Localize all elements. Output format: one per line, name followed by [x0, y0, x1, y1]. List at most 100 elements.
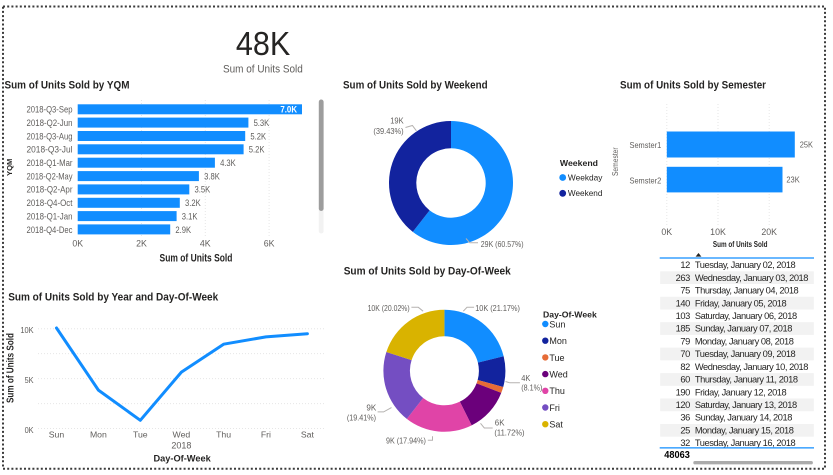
svg-text:Sum of Units Sold: Sum of Units Sold: [713, 240, 768, 249]
svg-text:2018-Q2-May: 2018-Q2-May: [27, 171, 74, 181]
svg-text:Tuesday, January 09, 2018: Tuesday, January 09, 2018: [695, 349, 796, 359]
svg-text:3.8K: 3.8K: [204, 171, 220, 181]
svg-text:0K: 0K: [72, 239, 83, 249]
svg-text:Weekend: Weekend: [568, 188, 603, 198]
svg-text:Wednesday, January 03, 2018: Wednesday, January 03, 2018: [695, 273, 808, 283]
svg-text:120: 120: [676, 400, 690, 410]
svg-text:Semster2: Semster2: [630, 175, 662, 185]
svg-text:70: 70: [680, 349, 690, 359]
svg-text:Weekend: Weekend: [560, 159, 598, 168]
svg-text:12: 12: [680, 260, 690, 270]
svg-text:Fri: Fri: [261, 429, 271, 439]
svg-text:Sum of Units Sold by Day-Of-We: Sum of Units Sold by Day-Of-Week: [344, 266, 512, 278]
svg-text:4K: 4K: [200, 239, 211, 249]
svg-text:Fri: Fri: [549, 403, 560, 413]
svg-text:10K: 10K: [20, 325, 33, 335]
svg-text:Wednesday, January 10, 2018: Wednesday, January 10, 2018: [695, 362, 808, 372]
svg-text:5.2K: 5.2K: [249, 145, 265, 155]
svg-text:2018-Q3-Aug: 2018-Q3-Aug: [27, 131, 73, 141]
svg-text:Sunday, January 07, 2018: Sunday, January 07, 2018: [695, 324, 792, 334]
svg-text:(39.43%): (39.43%): [373, 126, 403, 136]
svg-text:Wed: Wed: [549, 370, 567, 380]
svg-text:(19.41%): (19.41%): [347, 413, 376, 423]
svg-text:6K: 6K: [495, 418, 505, 428]
svg-text:Sum of Units Sold: Sum of Units Sold: [223, 64, 303, 76]
svg-text:185: 185: [676, 324, 690, 334]
svg-text:(8.1%): (8.1%): [521, 383, 542, 393]
svg-text:Sum of Units Sold: Sum of Units Sold: [160, 252, 233, 264]
svg-text:48K: 48K: [236, 25, 290, 62]
svg-text:4.3K: 4.3K: [220, 158, 236, 168]
svg-text:Mon: Mon: [549, 336, 567, 346]
svg-text:0K: 0K: [25, 425, 34, 435]
svg-text:(11.72%): (11.72%): [494, 428, 524, 438]
svg-text:Day-Of-Week: Day-Of-Week: [543, 310, 597, 319]
svg-text:10K (21.17%): 10K (21.17%): [475, 303, 520, 313]
svg-text:Thu: Thu: [216, 429, 231, 439]
svg-text:Sum of Units Sold by YQM: Sum of Units Sold by YQM: [5, 80, 130, 92]
svg-text:2018-Q2-Apr: 2018-Q2-Apr: [27, 185, 73, 195]
svg-text:Sum of Units Sold by Weekend: Sum of Units Sold by Weekend: [343, 80, 488, 92]
svg-text:Semster1: Semster1: [630, 140, 662, 150]
svg-text:Friday, January 12, 2018: Friday, January 12, 2018: [695, 387, 787, 397]
svg-text:2018-Q2-Jun: 2018-Q2-Jun: [27, 118, 73, 128]
svg-text:7.0K: 7.0K: [280, 105, 297, 115]
svg-text:4K: 4K: [521, 373, 531, 383]
svg-text:75: 75: [680, 286, 690, 296]
svg-text:10K (20.02%): 10K (20.02%): [368, 303, 410, 313]
svg-text:Day-Of-Week: Day-Of-Week: [153, 453, 211, 464]
svg-text:Tuesday, January 16, 2018: Tuesday, January 16, 2018: [695, 438, 796, 448]
svg-text:Semester: Semester: [611, 147, 620, 176]
svg-text:2018-Q4-Oct: 2018-Q4-Oct: [27, 198, 73, 208]
svg-text:79: 79: [680, 336, 690, 346]
svg-text:82: 82: [680, 362, 690, 372]
svg-text:Sun: Sun: [49, 429, 65, 439]
svg-text:Wed: Wed: [173, 429, 191, 439]
svg-text:3.5K: 3.5K: [195, 185, 211, 195]
svg-text:36: 36: [680, 413, 690, 423]
svg-text:10K: 10K: [710, 227, 726, 237]
svg-text:Thu: Thu: [549, 386, 565, 396]
svg-text:103: 103: [676, 311, 690, 321]
svg-text:23K: 23K: [786, 175, 800, 185]
svg-text:Monday, January 08, 2018: Monday, January 08, 2018: [695, 336, 794, 346]
svg-text:3.2K: 3.2K: [185, 198, 201, 208]
svg-text:Sum of Units Sold: Sum of Units Sold: [6, 333, 17, 403]
svg-text:2018: 2018: [171, 441, 191, 451]
svg-text:Mon: Mon: [90, 429, 107, 439]
svg-text:20K: 20K: [761, 227, 777, 237]
svg-text:5K: 5K: [25, 375, 34, 385]
svg-text:9K: 9K: [366, 403, 376, 413]
svg-text:2018-Q1-Jan: 2018-Q1-Jan: [27, 211, 73, 221]
svg-text:25K: 25K: [800, 139, 814, 149]
svg-text:Sum of Units Sold by Year and: Sum of Units Sold by Year and Day-Of-Wee…: [8, 291, 219, 303]
svg-text:29K (60.57%): 29K (60.57%): [481, 239, 524, 249]
svg-text:Thursday, January 04, 2018: Thursday, January 04, 2018: [695, 286, 799, 296]
svg-text:Tue: Tue: [133, 429, 148, 439]
svg-text:Tue: Tue: [549, 353, 564, 363]
svg-text:3.1K: 3.1K: [182, 211, 198, 221]
svg-text:Monday, January 15, 2018: Monday, January 15, 2018: [695, 425, 794, 435]
svg-text:25: 25: [680, 425, 690, 435]
svg-text:263: 263: [676, 273, 690, 283]
svg-text:Sat: Sat: [301, 429, 315, 439]
svg-text:2018-Q4-Dec: 2018-Q4-Dec: [27, 225, 74, 235]
svg-text:0K: 0K: [661, 227, 672, 237]
svg-text:Saturday, January 13, 2018: Saturday, January 13, 2018: [695, 400, 797, 410]
svg-text:5.2K: 5.2K: [250, 131, 266, 141]
svg-text:Sum of Units Sold by Semester: Sum of Units Sold by Semester: [620, 80, 767, 92]
svg-text:Sunday, January 14, 2018: Sunday, January 14, 2018: [695, 413, 792, 423]
svg-text:19K: 19K: [390, 116, 404, 126]
svg-text:60: 60: [680, 375, 690, 385]
svg-text:2.9K: 2.9K: [175, 225, 191, 235]
svg-text:140: 140: [676, 298, 690, 308]
svg-text:9K (17.94%): 9K (17.94%): [386, 436, 426, 446]
svg-text:5.3K: 5.3K: [254, 118, 270, 128]
svg-text:48063: 48063: [664, 450, 690, 461]
svg-text:2018-Q3-Jul: 2018-Q3-Jul: [27, 145, 73, 155]
svg-text:Tuesday, January 02, 2018: Tuesday, January 02, 2018: [695, 260, 796, 270]
svg-text:Sun: Sun: [549, 319, 565, 329]
svg-text:190: 190: [676, 387, 690, 397]
svg-text:Weekday: Weekday: [568, 172, 603, 182]
svg-text:2018-Q3-Sep: 2018-Q3-Sep: [27, 105, 73, 115]
